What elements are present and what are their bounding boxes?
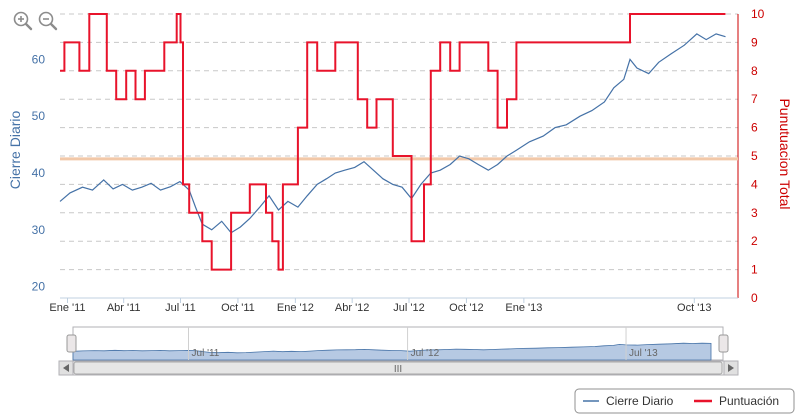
right-tick-label: 9 [751,35,758,49]
navigator-handle-right[interactable] [718,334,729,353]
left-tick-label: 40 [32,166,46,180]
x-tick-label: Oct '11 [221,302,255,314]
right-tick-label: 1 [751,263,758,277]
x-tick-label: Oct '13 [677,302,712,314]
x-tick-label: Abr '12 [335,302,370,314]
left-tick-label: 50 [32,109,46,123]
scrollbar-thumb[interactable] [73,361,723,375]
zoom-out-icon[interactable] [38,11,58,31]
legend-label-puntuacion: Puntuación [719,394,779,408]
legend-item-cierre-diario[interactable]: Cierre Diario [583,394,674,408]
left-tick-label: 60 [32,52,46,66]
right-tick-label: 3 [751,206,758,220]
left-axis: 20 30 40 50 60 [32,52,46,293]
legend: Cierre Diario Puntuación [574,388,795,414]
navigator-label: Jul '11 [192,348,220,359]
navigator-handle-left[interactable] [66,334,77,353]
right-axis: 0 1 2 3 4 5 6 7 8 9 10 [751,7,765,305]
x-tick-label: Ene '11 [49,302,85,314]
legend-box [574,388,795,414]
x-tick-label: Abr '11 [107,302,141,314]
right-axis-title: Punutuacion Total [777,98,793,209]
x-tick-label: Ene '12 [277,302,314,314]
right-tick-label: 0 [751,291,758,305]
right-tick-label: 4 [751,177,758,191]
x-tick-label: Ene '13 [505,302,542,314]
scrollbar-grip: III [394,364,402,375]
left-tick-label: 20 [32,280,46,294]
navigator-label: Jul '12 [411,348,440,359]
zoom-in-icon[interactable] [13,11,33,31]
right-tick-label: 10 [751,7,765,21]
left-tick-label: 30 [32,223,46,237]
x-tick-label: Oct '12 [449,302,484,314]
arrow-left-icon [63,364,69,372]
x-axis: Ene '11 Abr '11 Jul '11 Oct '11 Ene '12 Abr '… [49,298,712,314]
right-tick-label: 5 [751,149,758,163]
legend-label-cierre-diario: Cierre Diario [606,394,674,408]
right-tick-label: 8 [751,64,758,78]
right-tick-label: 7 [751,92,758,106]
right-tick-label: 6 [751,121,758,135]
arrow-right-icon [728,364,734,372]
navigator-area [72,342,712,361]
series-cierre-diario [59,33,726,234]
navigator-label: Jul '13 [629,348,658,359]
left-axis-title: Cierre Diario [7,111,23,190]
right-tick-label: 2 [751,234,758,248]
x-tick-label: Jul '11 [165,302,196,314]
navigator-labels: Jul '11 Jul '12 Jul '13 [188,327,658,360]
series-puntuacion [60,13,726,271]
x-tick-label: Jul '12 [393,302,424,314]
navigator[interactable]: Jul '11 Jul '12 Jul '13 III [58,326,739,376]
legend-item-puntuacion[interactable]: Puntuación [694,394,779,408]
